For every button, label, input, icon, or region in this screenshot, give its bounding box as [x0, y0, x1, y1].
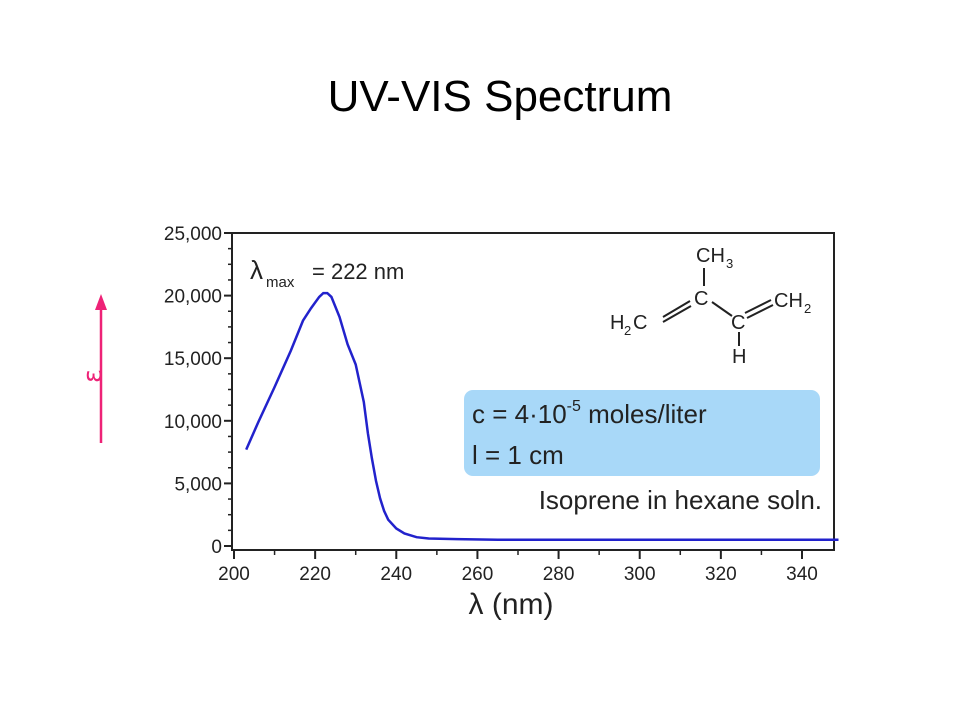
lambda-max-annotation: λ max = 222 nm: [250, 255, 404, 291]
y-tick-label: 10,000: [164, 412, 222, 433]
h2c-left-h: H: [610, 312, 624, 334]
y-tick-label: 20,000: [164, 287, 222, 308]
x-tick-label: 320: [705, 564, 737, 585]
info-box-background: [464, 390, 820, 476]
single-bond-center: [711, 301, 733, 317]
x-tick-label: 220: [299, 564, 331, 585]
lambda-symbol: λ: [250, 255, 263, 285]
x-tick-label: 200: [218, 564, 250, 585]
y-axis-ticks: 0 5,000 10,000 15,000 20,000 25,000: [164, 224, 232, 558]
ch2-right-group: CH: [774, 290, 803, 312]
center-carbon: C: [694, 288, 708, 310]
isoprene-structure: CH 3 C H 2 C C CH 2 H: [610, 245, 811, 368]
y-tick-label: 25,000: [164, 224, 222, 245]
spectrum-line: [245, 291, 839, 541]
h2c-left-subscript: 2: [624, 323, 631, 338]
epsilon-arrow-head: [95, 294, 107, 310]
x-tick-label: 280: [543, 564, 575, 585]
y-tick-label: 0: [211, 537, 222, 558]
x-tick-label: 300: [624, 564, 656, 585]
x-tick-label: 340: [786, 564, 818, 585]
h-bottom: H: [732, 346, 746, 368]
concentration-text: c = 4·10-5 moles/liter: [472, 398, 707, 429]
h2c-left-c: C: [633, 312, 647, 334]
y-axis-label: ε: [78, 369, 108, 383]
y-tick-label: 5,000: [174, 474, 222, 495]
slide-title: UV-VIS Spectrum: [327, 72, 673, 121]
ch2-right-subscript: 2: [804, 301, 811, 316]
lambda-max-value: = 222 nm: [312, 259, 404, 284]
sample-caption: Isoprene in hexane soln.: [539, 485, 822, 515]
right-carbon: C: [731, 312, 745, 334]
x-axis-ticks: 200 220 240 260 280 300 320 340: [218, 550, 818, 585]
y-axis-label-group: ε: [78, 294, 108, 443]
x-tick-label: 240: [380, 564, 412, 585]
ch3-subscript: 3: [726, 256, 733, 271]
double-bond-left-b: [662, 305, 692, 323]
plot-frame: [231, 232, 835, 551]
double-bond-right-b: [746, 304, 774, 319]
x-tick-label: 260: [462, 564, 494, 585]
x-axis-label: λ (nm): [469, 588, 554, 621]
info-box: c = 4·10-5 moles/liter l = 1 cm Isoprene…: [464, 390, 822, 515]
double-bond-right-a: [744, 299, 772, 314]
double-bond-left-a: [662, 300, 691, 318]
lambda-subscript: max: [266, 274, 295, 291]
path-length-text: l = 1 cm: [472, 440, 564, 470]
ch3-group: CH: [696, 245, 725, 267]
y-tick-label: 15,000: [164, 349, 222, 370]
